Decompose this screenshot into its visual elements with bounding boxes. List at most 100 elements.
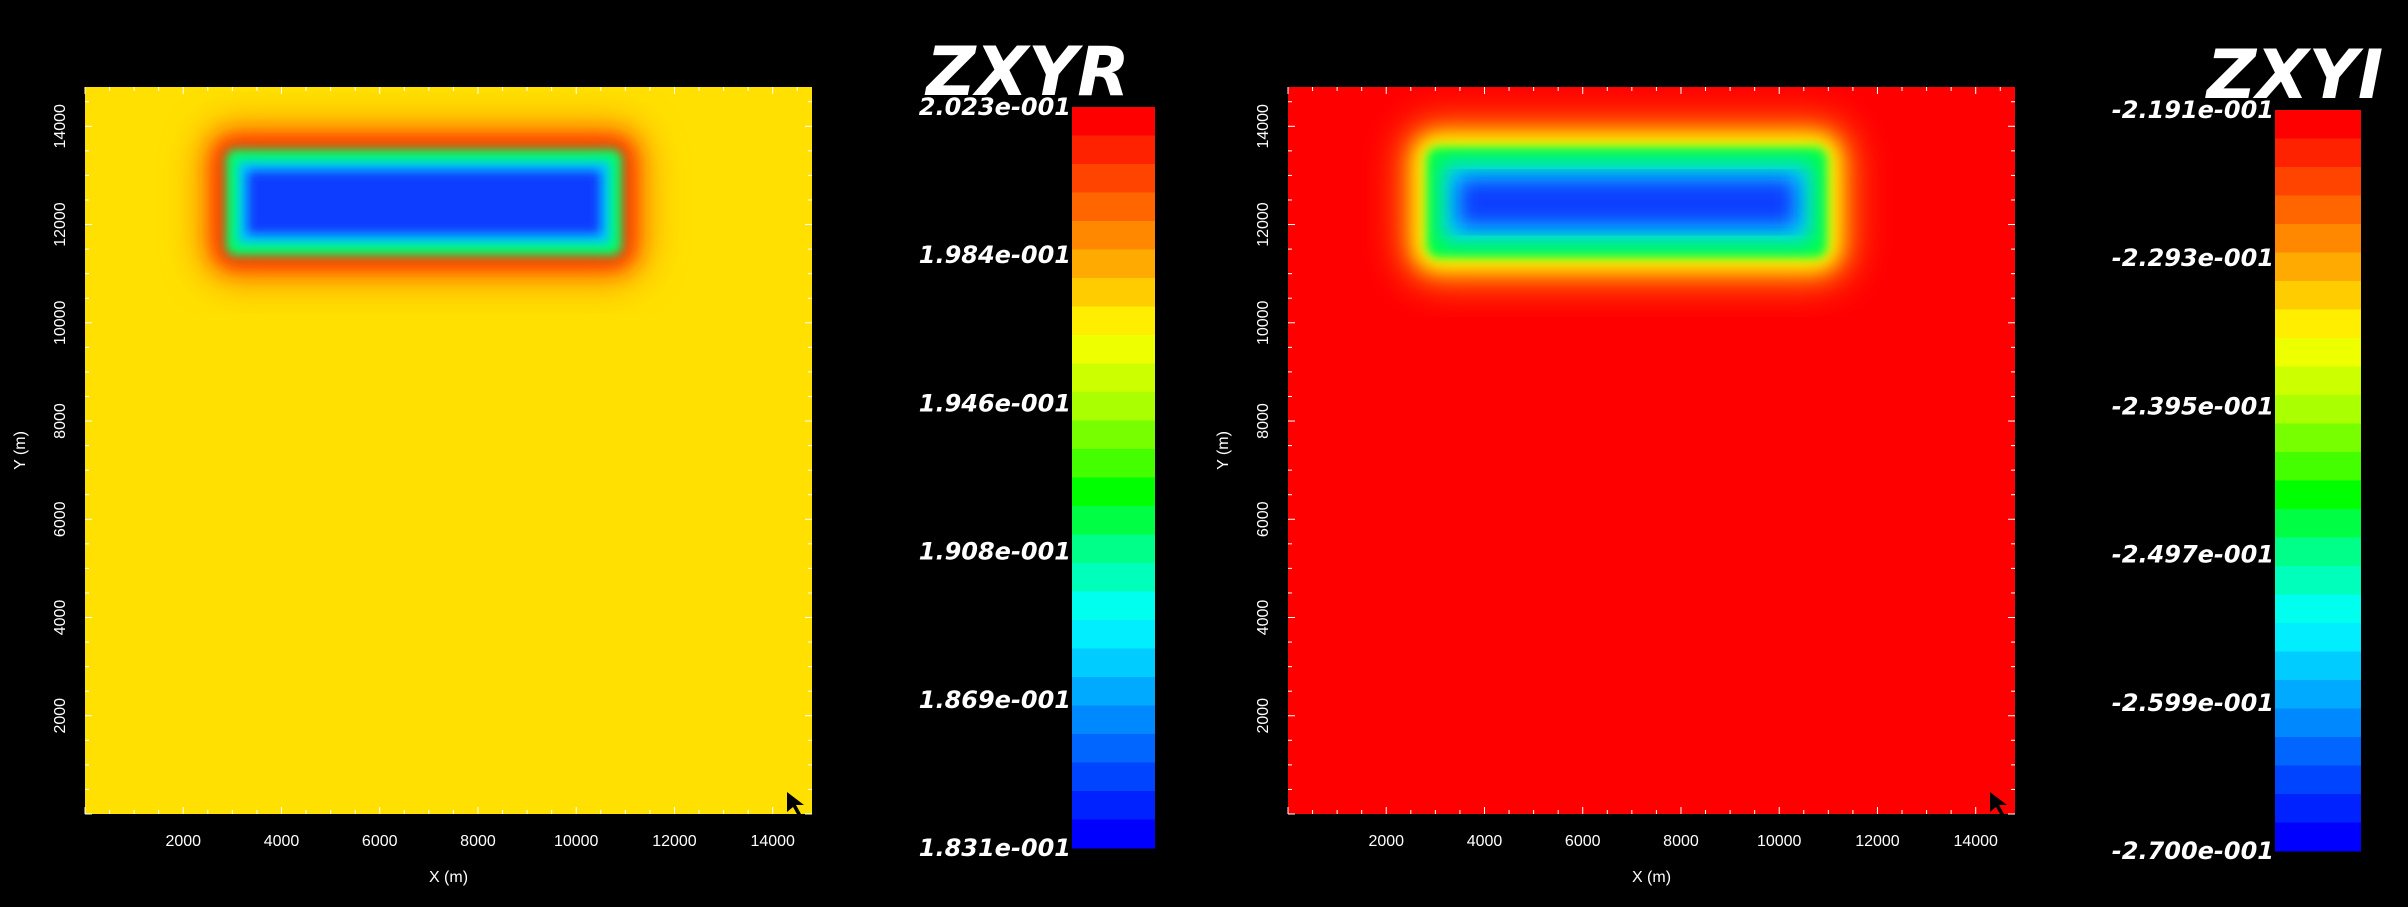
colorbar-tick-label: 1.908e-001 (919, 538, 1071, 566)
colorbar-swatch (2275, 737, 2361, 766)
y-tick-label: 12000 (1255, 202, 1272, 247)
cursor-icon (787, 792, 804, 816)
colorbar-swatch (2275, 138, 2361, 168)
colorbar-swatch (1072, 477, 1155, 507)
colorbar-swatch (2275, 252, 2361, 282)
y-axis-label: Y (m) (1215, 431, 1232, 470)
colorbar-tick-label: -2.191e-001 (2112, 96, 2274, 124)
colorbar-swatch (2275, 224, 2361, 253)
x-tick-label: 6000 (362, 833, 398, 850)
colorbar-tick-label: -2.599e-001 (2112, 689, 2274, 717)
colorbar-swatch (2275, 566, 2361, 595)
colorbar-swatch (1072, 819, 1155, 849)
colorbar-swatch (2275, 680, 2361, 709)
colorbar-swatch (1072, 705, 1155, 735)
x-tick-label: 2000 (1368, 833, 1404, 850)
colorbar-swatch (1072, 791, 1155, 820)
y-tick-label: 10000 (1255, 300, 1272, 345)
zxyi-panel: 2000 4000 6000 8000 10000 12000 14000 2000 4000 6… (1215, 36, 2383, 886)
y-tick-label: 8000 (1255, 403, 1272, 439)
colorbar-swatch (1072, 420, 1155, 450)
y-tick-label: 14000 (52, 104, 69, 149)
colorbar-swatch (1072, 534, 1155, 564)
colorbar-swatch (1072, 335, 1155, 364)
anomaly-seven (199, 122, 649, 283)
colorbar-swatch (1072, 306, 1155, 336)
colorbar-swatch (1072, 192, 1155, 222)
x-tick-label: 4000 (1467, 833, 1503, 850)
x-axis-label: X (m) (429, 869, 468, 886)
colorbar-swatch (1072, 591, 1155, 621)
x-tick-label: 12000 (1855, 833, 1900, 850)
colorbar-tick-label: -2.395e-001 (2112, 392, 2274, 420)
x-tick-label: 8000 (460, 833, 496, 850)
x-tick-label: 10000 (554, 833, 599, 850)
colorbar-swatch (2275, 537, 2361, 567)
colorbar-swatch (1072, 563, 1155, 592)
colorbar-swatch (2275, 794, 2361, 823)
x-tick-label: 14000 (1953, 833, 1998, 850)
colorbar-swatch (2275, 480, 2361, 510)
y-tick-label: 14000 (1255, 104, 1272, 149)
colorbar: -2.191e-001 -2.293e-001 -2.395e-001 -2.497e… (2112, 36, 2383, 865)
y-tick-label: 10000 (52, 300, 69, 345)
colorbar-tick-label: -2.700e-001 (2112, 837, 2274, 865)
colorbar-swatch (2275, 452, 2361, 481)
colorbar-swatch (2275, 423, 2361, 453)
colorbar-swatch (2275, 651, 2361, 681)
core-arm (247, 170, 601, 235)
colorbar-swatch (2275, 195, 2361, 225)
y-tick-label: 4000 (52, 600, 69, 636)
colorbar-swatch (1072, 506, 1155, 535)
cursor-icon (1990, 792, 2007, 816)
colorbar-swatch (2275, 281, 2361, 310)
colorbar-swatch (2275, 395, 2361, 424)
y-axis-label: Y (m) (12, 431, 29, 470)
x-tick-label: 12000 (652, 833, 697, 850)
y-tick-label: 4000 (1255, 600, 1272, 636)
colorbar-swatch (1072, 363, 1155, 393)
x-axis-label: X (m) (1632, 869, 1671, 886)
colorbar-swatch (1072, 620, 1155, 649)
colorbar: 2.023e-001 1.984e-001 1.946e-001 1.908e-001… (919, 33, 1155, 862)
colorbar-tick-label: 1.831e-001 (919, 834, 1071, 862)
colorbar-tick-label: 1.869e-001 (919, 686, 1071, 714)
colorbar-tick-label: -2.293e-001 (2112, 244, 2274, 272)
colorbar-swatch (1072, 449, 1155, 478)
x-tick-label: 4000 (264, 833, 300, 850)
y-tick-label: 2000 (1255, 698, 1272, 734)
colorbar-title: ZXYR (924, 33, 1129, 112)
colorbar-swatch (1072, 135, 1155, 165)
colorbar-swatch (1072, 249, 1155, 279)
colorbar-tick-label: 1.946e-001 (919, 389, 1071, 417)
core (1458, 178, 1796, 227)
colorbar-swatch (1072, 677, 1155, 706)
anomaly-seven (1400, 120, 1854, 285)
colorbar-swatch (2275, 765, 2361, 795)
colorbar-title: ZXYI (2205, 36, 2383, 115)
x-tick-label: 14000 (750, 833, 795, 850)
colorbar-swatch (1072, 734, 1155, 763)
colorbar-swatch (2275, 366, 2361, 396)
colorbar-swatch (1072, 164, 1155, 193)
colorbar-swatch (1072, 762, 1155, 792)
x-tick-label: 10000 (1757, 833, 1802, 850)
y-tick-label: 6000 (1255, 501, 1272, 537)
x-tick-label: 6000 (1565, 833, 1601, 850)
core (247, 170, 601, 235)
axis-ticks (84, 87, 812, 815)
colorbar-tick-label: 2.023e-001 (919, 93, 1071, 121)
colorbar-swatch (2275, 822, 2361, 852)
colorbar-swatch (1072, 392, 1155, 421)
colorbar-swatch (2275, 708, 2361, 738)
colorbar-swatch (1072, 221, 1155, 250)
y-tick-label: 8000 (52, 403, 69, 439)
colorbar-swatch (1072, 278, 1155, 307)
y-tick-label: 12000 (52, 202, 69, 247)
x-tick-label: 2000 (165, 833, 201, 850)
x-tick-label: 8000 (1663, 833, 1699, 850)
colorbar-swatch (2275, 623, 2361, 652)
colorbar-swatch (2275, 509, 2361, 538)
colorbar-swatch (1072, 107, 1155, 136)
